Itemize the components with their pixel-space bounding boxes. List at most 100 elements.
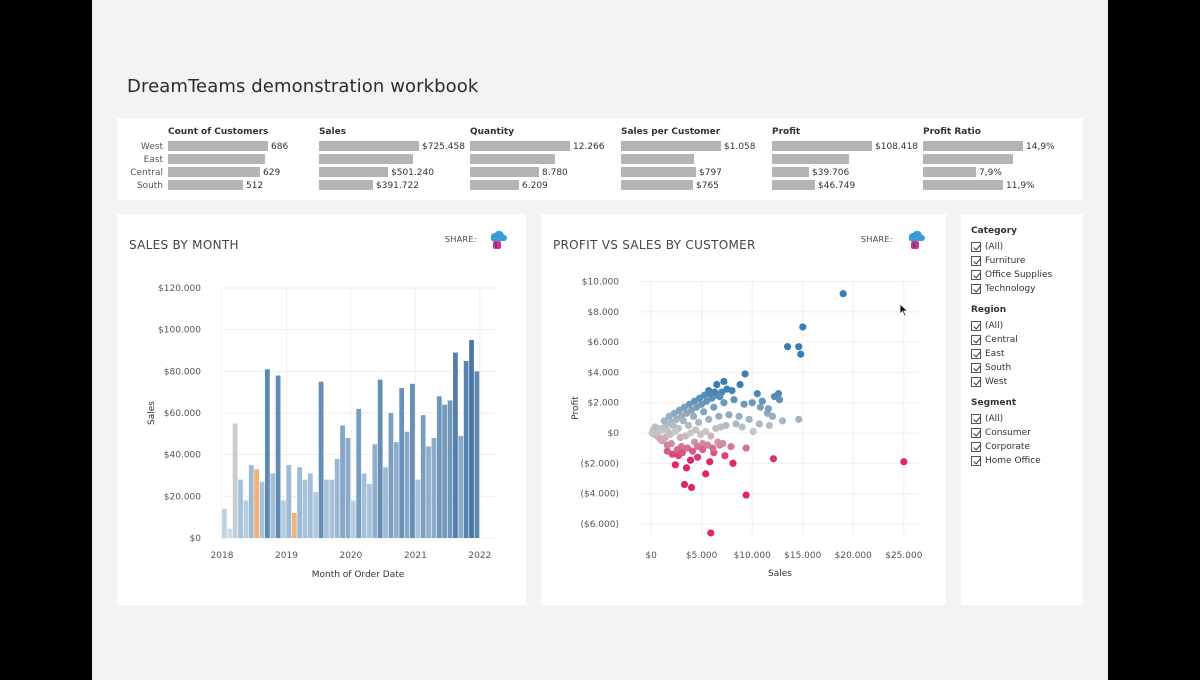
kpi-bar[interactable] xyxy=(621,141,721,151)
customer-point[interactable] xyxy=(668,450,676,458)
customer-point[interactable] xyxy=(702,427,710,436)
customer-point[interactable] xyxy=(706,458,714,466)
kpi-bar[interactable] xyxy=(168,154,265,164)
customer-point[interactable] xyxy=(799,323,807,331)
customer-point[interactable] xyxy=(745,415,753,423)
customer-point[interactable] xyxy=(671,427,679,436)
customer-point[interactable] xyxy=(797,350,805,358)
customer-point[interactable] xyxy=(740,400,748,408)
checkbox-checked-icon[interactable] xyxy=(971,442,981,452)
sales-bar[interactable] xyxy=(345,438,351,538)
sales-bar[interactable] xyxy=(377,379,383,538)
sales-bar[interactable] xyxy=(420,415,426,538)
checkbox-checked-icon[interactable] xyxy=(971,363,981,373)
customer-point[interactable] xyxy=(748,399,756,407)
customer-point[interactable] xyxy=(774,390,783,398)
customer-point[interactable] xyxy=(732,420,740,428)
customer-point[interactable] xyxy=(719,439,727,448)
customer-point[interactable] xyxy=(749,427,757,436)
checkbox-checked-icon[interactable] xyxy=(971,414,981,424)
customer-point[interactable] xyxy=(738,423,746,431)
kpi-bar[interactable] xyxy=(319,167,388,177)
customer-point[interactable] xyxy=(684,421,693,430)
sales-bar[interactable] xyxy=(383,467,388,538)
kpi-bar[interactable] xyxy=(772,141,872,151)
filter-option[interactable]: Furniture xyxy=(971,254,1052,268)
customer-point[interactable] xyxy=(702,470,710,478)
customer-point[interactable] xyxy=(699,446,707,454)
filter-option[interactable]: East xyxy=(971,347,1018,361)
customer-point[interactable] xyxy=(795,415,803,423)
customer-point[interactable] xyxy=(728,386,736,395)
kpi-bar[interactable] xyxy=(923,167,976,177)
sales-bar[interactable] xyxy=(458,435,464,538)
customer-point[interactable] xyxy=(900,458,908,466)
sales-bar[interactable] xyxy=(324,479,329,538)
customer-point[interactable] xyxy=(722,421,730,430)
kpi-bar[interactable] xyxy=(923,154,1013,164)
filter-option[interactable]: (All) xyxy=(971,319,1018,333)
kpi-bar[interactable] xyxy=(621,167,696,177)
sales-bar[interactable] xyxy=(442,404,448,538)
sales-bar[interactable] xyxy=(399,388,405,538)
customer-point[interactable] xyxy=(651,423,659,431)
sales-bar[interactable] xyxy=(453,352,458,538)
kpi-bar[interactable] xyxy=(470,180,519,190)
share-icon[interactable] xyxy=(487,228,507,250)
sales-bar[interactable] xyxy=(367,483,372,538)
kpi-bar[interactable] xyxy=(772,154,849,164)
customer-point[interactable] xyxy=(764,405,772,413)
customer-point[interactable] xyxy=(715,412,723,420)
customer-point[interactable] xyxy=(705,415,713,423)
customer-point[interactable] xyxy=(713,380,721,389)
kpi-bar[interactable] xyxy=(772,180,815,190)
customer-point[interactable] xyxy=(769,455,778,463)
customer-point[interactable] xyxy=(680,480,689,489)
filter-option[interactable]: Technology xyxy=(971,282,1052,296)
kpi-bar[interactable] xyxy=(168,141,268,151)
checkbox-checked-icon[interactable] xyxy=(971,456,981,466)
customer-point[interactable] xyxy=(716,393,724,401)
customer-point[interactable] xyxy=(687,483,696,492)
sales-bar[interactable] xyxy=(334,458,340,538)
customer-point[interactable] xyxy=(775,396,784,404)
kpi-bar[interactable] xyxy=(470,167,539,177)
filter-option[interactable]: Home Office xyxy=(971,454,1041,468)
customer-point[interactable] xyxy=(709,444,717,452)
sales-bar[interactable] xyxy=(372,444,378,538)
customer-point[interactable] xyxy=(729,459,737,467)
sales-bar[interactable] xyxy=(238,479,243,538)
sales-bar[interactable] xyxy=(291,513,297,538)
checkbox-checked-icon[interactable] xyxy=(971,284,981,294)
customer-point[interactable] xyxy=(660,417,668,425)
customer-point[interactable] xyxy=(710,403,718,411)
customer-point[interactable] xyxy=(688,447,697,455)
sales-bar[interactable] xyxy=(286,465,292,538)
customer-point[interactable] xyxy=(707,432,715,440)
customer-point[interactable] xyxy=(707,529,715,537)
sales-bar[interactable] xyxy=(463,360,469,538)
customer-point[interactable] xyxy=(695,418,703,426)
kpi-bar[interactable] xyxy=(319,141,419,151)
sales-bar[interactable] xyxy=(318,381,324,538)
kpi-bar[interactable] xyxy=(168,180,243,190)
filter-option[interactable]: (All) xyxy=(971,240,1052,254)
customer-point[interactable] xyxy=(700,408,708,416)
sales-bar[interactable] xyxy=(361,473,367,538)
sales-bar[interactable] xyxy=(254,469,260,538)
kpi-bar[interactable] xyxy=(168,167,260,177)
customer-point[interactable] xyxy=(753,390,761,398)
checkbox-checked-icon[interactable] xyxy=(971,321,981,331)
customer-point[interactable] xyxy=(839,290,847,298)
sales-bar[interactable] xyxy=(426,446,431,538)
sales-bar[interactable] xyxy=(302,479,308,538)
customer-point[interactable] xyxy=(691,426,700,434)
customer-point[interactable] xyxy=(679,417,688,425)
sales-bar[interactable] xyxy=(307,473,313,538)
customer-point[interactable] xyxy=(711,388,719,396)
customer-point[interactable] xyxy=(758,397,766,405)
customer-point[interactable] xyxy=(671,461,679,469)
customer-point[interactable] xyxy=(667,439,675,448)
customer-point[interactable] xyxy=(795,343,803,351)
sales-bar[interactable] xyxy=(393,442,399,538)
